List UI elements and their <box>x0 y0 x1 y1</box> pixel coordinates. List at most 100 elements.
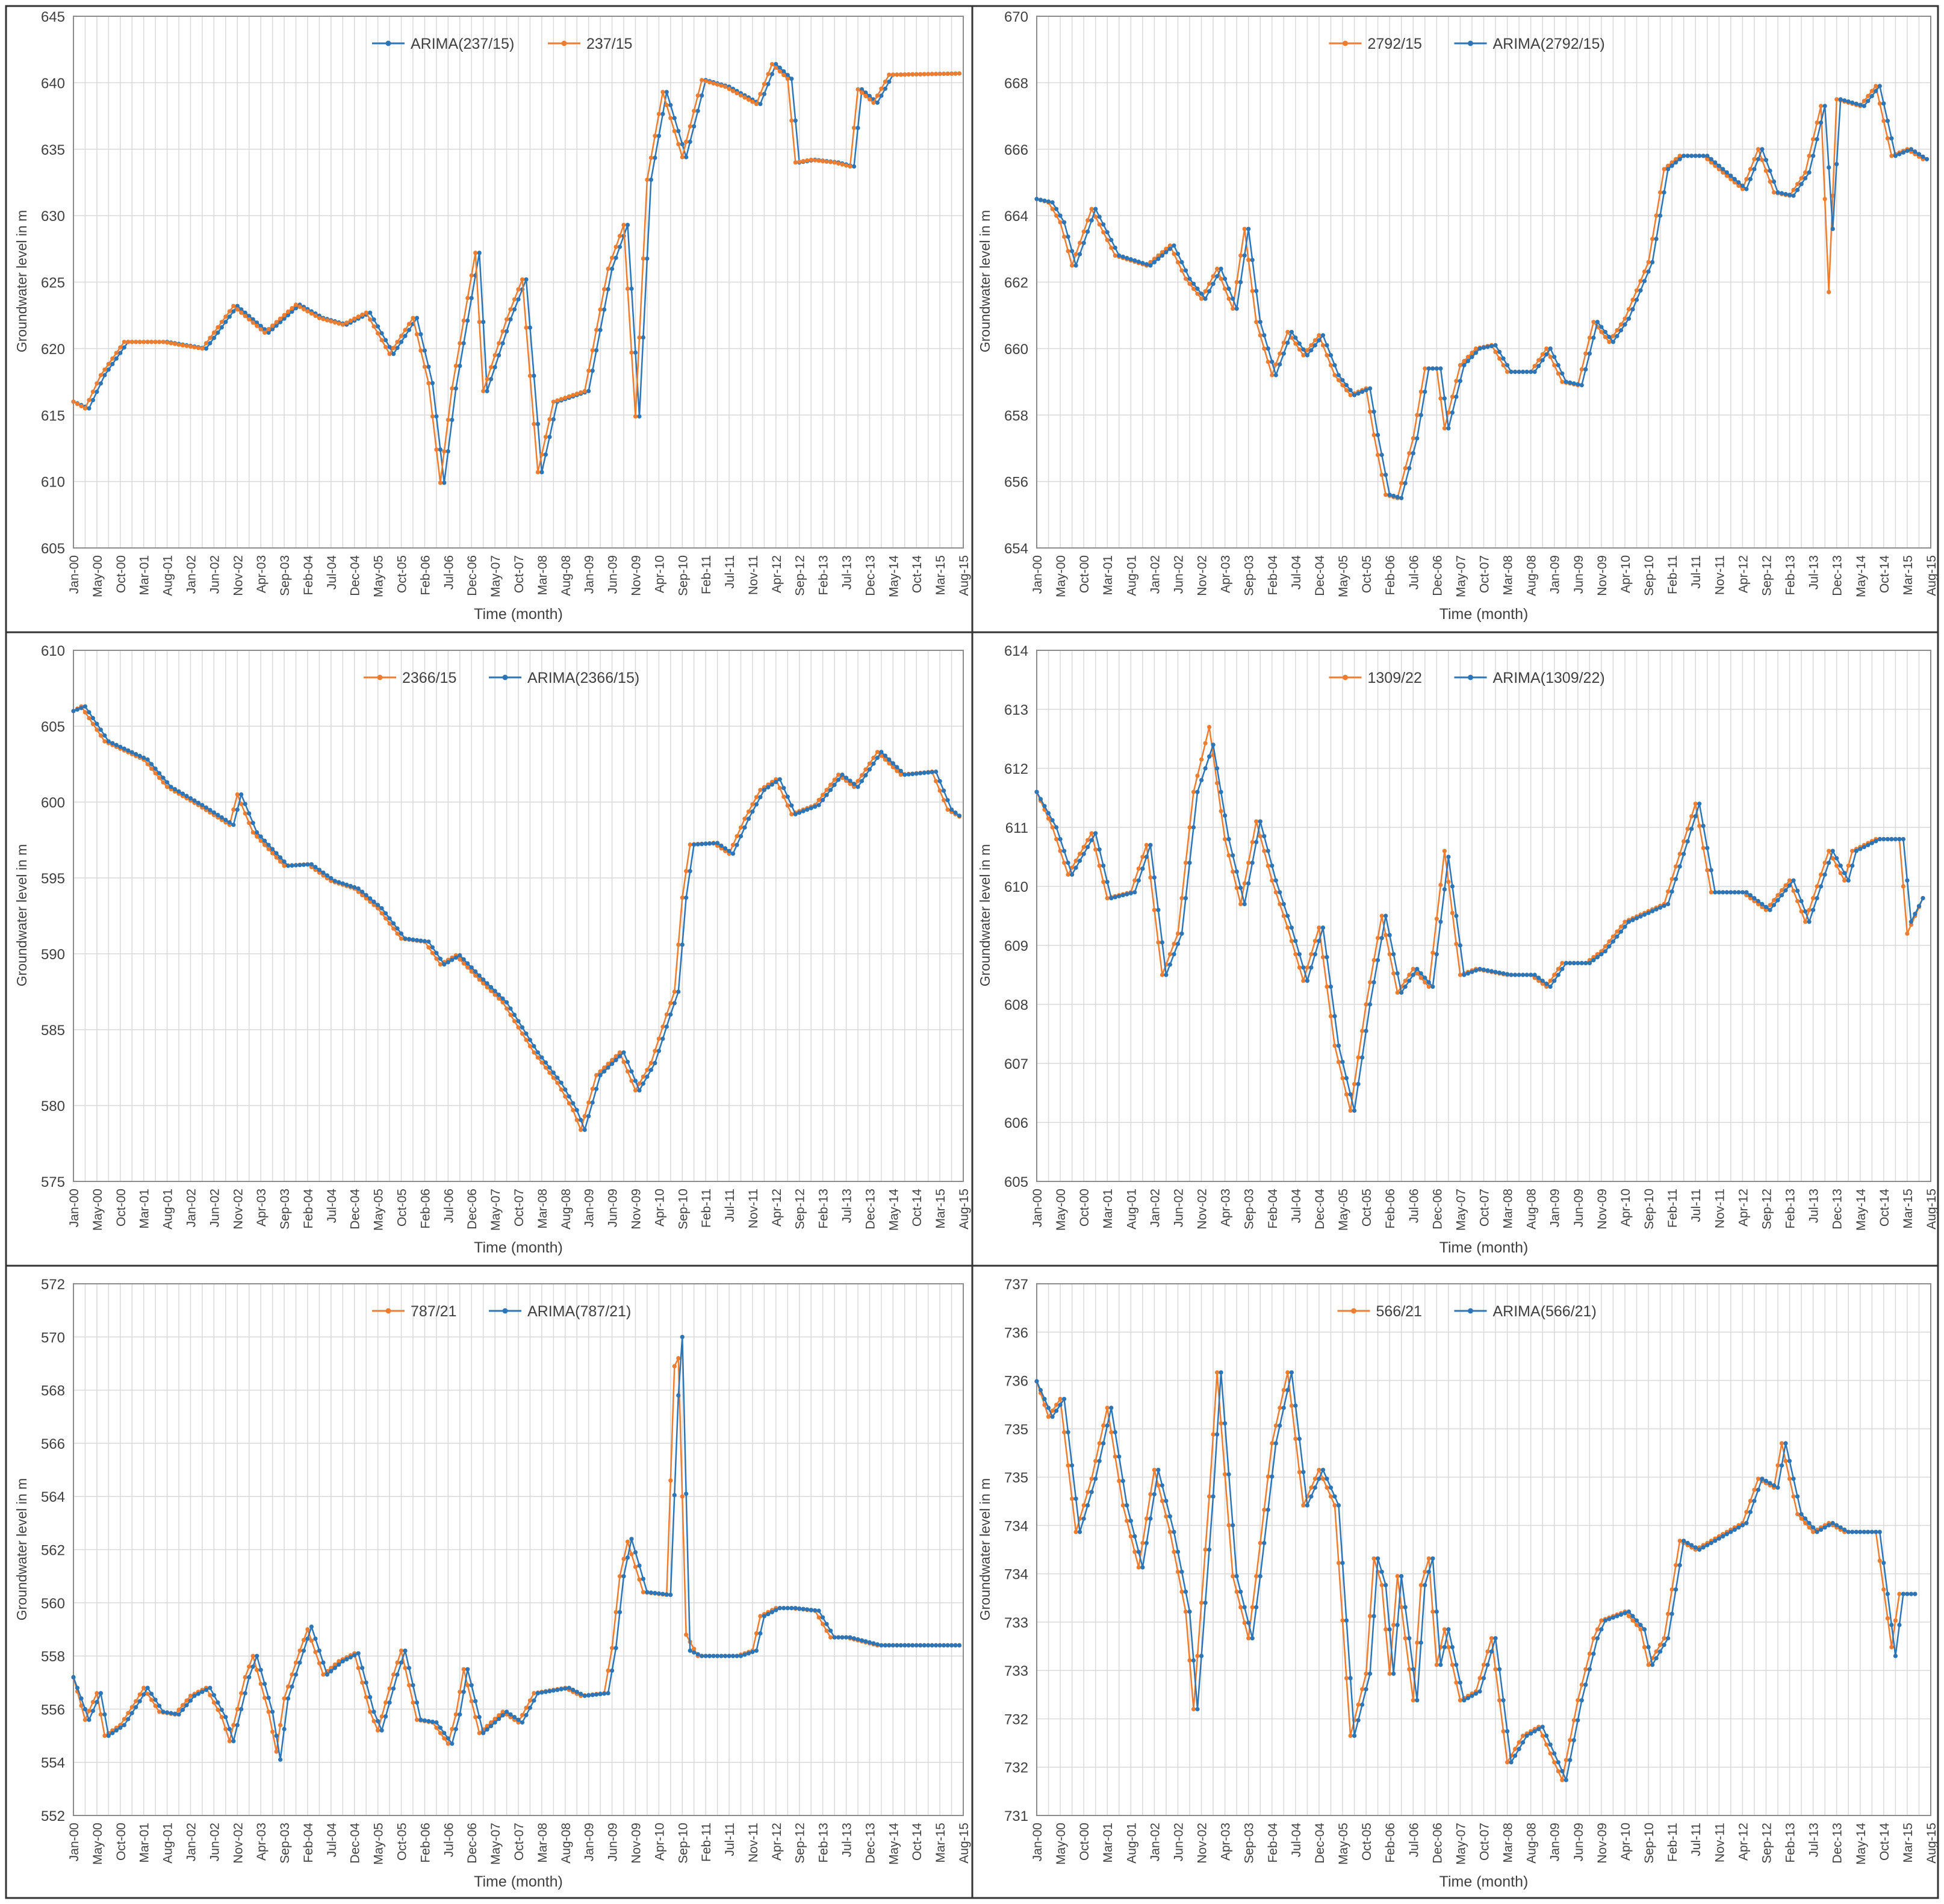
data-point <box>1281 351 1286 356</box>
data-point <box>1254 839 1259 845</box>
data-point <box>1179 268 1184 273</box>
data-point <box>1324 1476 1329 1481</box>
data-point <box>668 102 673 108</box>
data-point <box>906 72 911 77</box>
x-tick-label: Dec-06 <box>465 555 479 596</box>
data-point <box>871 755 876 761</box>
data-point <box>1105 896 1110 901</box>
data-point <box>539 1055 544 1060</box>
data-point <box>1273 878 1278 883</box>
data-point <box>379 338 384 343</box>
data-point <box>1529 369 1533 375</box>
data-point <box>71 399 76 404</box>
data-point <box>867 767 872 772</box>
data-point <box>843 1635 849 1640</box>
data-point <box>1411 1698 1415 1703</box>
data-point <box>1465 971 1470 976</box>
data-point <box>1348 1108 1353 1113</box>
data-point <box>1312 1476 1317 1481</box>
data-point <box>469 1699 474 1703</box>
data-point <box>664 102 669 108</box>
data-point <box>1869 841 1874 845</box>
data-point <box>223 1726 228 1732</box>
data-point <box>1505 1729 1510 1734</box>
data-point <box>633 350 638 355</box>
y-tick-label: 736 <box>1004 1374 1028 1390</box>
data-point <box>102 367 107 372</box>
data-point <box>384 1700 388 1705</box>
data-point <box>278 320 283 325</box>
data-point <box>648 1590 653 1595</box>
data-point <box>813 158 818 163</box>
data-point <box>1779 1463 1784 1468</box>
data-point <box>321 317 326 322</box>
data-point <box>153 340 158 344</box>
data-point <box>1674 1563 1678 1567</box>
data-point <box>1662 1636 1666 1641</box>
y-tick-label: 606 <box>1004 1115 1028 1131</box>
data-point <box>1740 187 1745 191</box>
data-point <box>1827 290 1831 294</box>
data-point <box>895 765 899 770</box>
data-point <box>922 72 927 76</box>
data-point <box>898 773 903 777</box>
data-point <box>1215 780 1220 786</box>
data-point <box>129 750 134 754</box>
data-point <box>1219 276 1223 281</box>
data-point <box>489 365 494 370</box>
data-point <box>1744 890 1749 895</box>
data-point <box>1450 1644 1455 1649</box>
data-point <box>75 707 80 712</box>
data-point <box>1579 367 1584 372</box>
data-point <box>438 962 443 967</box>
x-tick-label: Aug-08 <box>1525 1189 1539 1230</box>
data-point <box>1623 924 1627 929</box>
data-point <box>481 388 486 394</box>
data-point <box>161 340 166 344</box>
x-tick-label: Oct-14 <box>1878 1189 1892 1227</box>
data-point <box>309 1624 314 1629</box>
x-tick-label: Mar-15 <box>1901 1823 1915 1863</box>
x-tick-label: Sep-03 <box>1243 1823 1256 1864</box>
data-point <box>122 1717 126 1722</box>
data-point <box>684 1632 689 1637</box>
data-point <box>1187 1658 1192 1663</box>
data-point <box>461 341 466 346</box>
data-point <box>821 1622 825 1626</box>
data-point <box>270 851 275 856</box>
data-point <box>1834 856 1839 860</box>
data-point <box>1085 1503 1090 1508</box>
data-point <box>684 1492 689 1496</box>
y-tick-label: 735 <box>1004 1422 1028 1438</box>
data-point <box>176 1707 181 1713</box>
data-point <box>613 255 618 260</box>
data-point <box>1587 1667 1592 1672</box>
data-point <box>337 1659 341 1664</box>
data-point <box>71 1675 76 1679</box>
data-point <box>1489 1636 1494 1641</box>
data-point <box>1073 858 1078 863</box>
data-point <box>1058 220 1063 225</box>
x-tick-label: Feb-13 <box>1784 555 1798 596</box>
data-point <box>184 794 189 798</box>
data-point <box>867 1640 872 1645</box>
data-point <box>1415 436 1420 441</box>
data-point <box>1587 1651 1592 1656</box>
data-point <box>851 782 857 786</box>
data-point <box>364 1680 368 1685</box>
data-point <box>851 1636 857 1641</box>
data-point <box>430 945 435 950</box>
data-point <box>1207 281 1212 286</box>
data-point <box>1646 910 1651 915</box>
data-point <box>695 93 700 98</box>
data-point <box>1650 1663 1655 1667</box>
data-point <box>1278 1423 1282 1428</box>
data-point <box>403 328 408 332</box>
data-point <box>1242 253 1247 258</box>
data-point <box>1485 344 1490 349</box>
data-point <box>82 710 87 715</box>
data-point <box>1285 1388 1290 1393</box>
data-point <box>1705 157 1710 161</box>
data-point <box>1893 1618 1898 1623</box>
data-point <box>1623 316 1627 321</box>
